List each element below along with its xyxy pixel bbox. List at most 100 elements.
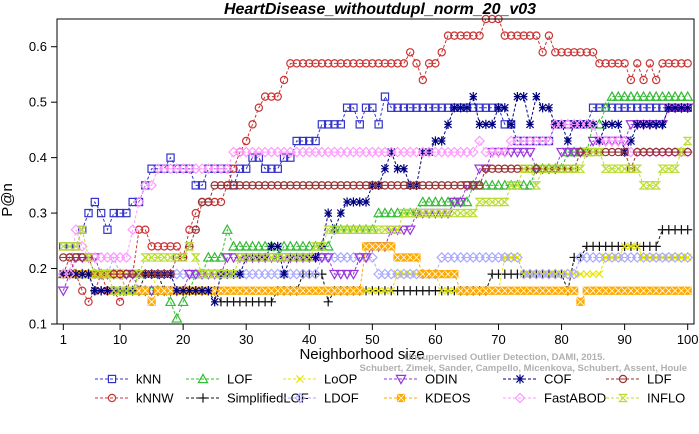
- legend-entry-ldf: LDF: [606, 372, 672, 387]
- watermark: Schubert, Zimek, Sander, Campello, Micen…: [360, 352, 688, 374]
- point-knn-34: [267, 164, 276, 173]
- point-knnw-19: [172, 242, 182, 251]
- point-odin-47: [347, 269, 360, 280]
- point-cof-55: [399, 164, 408, 174]
- legend-entry-lof: LOF: [186, 372, 252, 387]
- point-fastabod-13: [133, 196, 145, 208]
- point-odin-56: [404, 225, 416, 236]
- point-knn-40: [305, 136, 314, 146]
- point-lof-96: [656, 90, 669, 101]
- point-odin-21: [183, 269, 196, 280]
- point-knnw-14: [141, 225, 150, 234]
- y-tick-label-0.6: 0.6: [29, 39, 47, 54]
- point-inflo-68: [480, 197, 491, 207]
- point-inflo-5: [83, 253, 94, 262]
- point-inflo-77: [537, 164, 548, 173]
- point-cof-65: [462, 103, 471, 113]
- point-knnw-51: [374, 59, 383, 68]
- point-knn-56: [405, 103, 415, 112]
- point-knnw-50: [368, 59, 377, 68]
- point-fastabod-27: [221, 163, 233, 175]
- point-knn-55: [399, 103, 409, 112]
- legend-marker-loop: [295, 374, 305, 384]
- point-knn-27: [223, 164, 232, 173]
- point-knn-93: [639, 103, 648, 112]
- point-odin-64: [455, 197, 467, 208]
- y-tick-label-0.4: 0.4: [29, 150, 47, 165]
- legend-marker-knnw: [107, 393, 117, 403]
- legend-entry-ldof: LDOF: [283, 391, 359, 406]
- legend-entry-odin: ODIN: [384, 372, 458, 387]
- point-lof-87: [600, 101, 612, 112]
- point-inflo-31: [247, 253, 258, 262]
- point-inflo-75: [524, 164, 536, 173]
- point-inflo-61: [436, 208, 447, 218]
- point-cof-73: [513, 92, 522, 102]
- x-tick-label-1: 1: [60, 332, 67, 347]
- point-cof-23: [198, 286, 207, 296]
- x-tick-label-90: 90: [617, 332, 631, 347]
- point-ldof-100: [682, 252, 694, 263]
- point-odin-28: [227, 253, 240, 264]
- point-lof-33: [259, 240, 271, 251]
- legend-entry-simplifiedlof: SimplifiedLOF: [186, 391, 309, 406]
- point-odin-49: [360, 253, 372, 264]
- point-simplifiedlof-95: [651, 241, 661, 251]
- point-inflo-57: [411, 208, 422, 218]
- x-tick-label-70: 70: [491, 332, 505, 347]
- point-knnw-93: [639, 75, 648, 85]
- legend: kNN kNNW LOF SimplifiedLOF LoOP LDOF ODIN KDEOS…: [95, 372, 685, 406]
- point-lof-89: [612, 90, 624, 101]
- point-cof-8: [103, 286, 112, 296]
- point-lof-26: [215, 251, 227, 262]
- point-cof-21: [185, 286, 194, 296]
- legend-label-knn: kNN: [136, 372, 161, 387]
- point-knn-61: [437, 103, 446, 112]
- point-knn-47: [349, 103, 358, 112]
- point-inflo-87: [600, 164, 611, 173]
- point-knnw-94: [645, 59, 655, 68]
- point-knnw-44: [330, 59, 339, 68]
- point-fastabod-12: [127, 224, 139, 236]
- series-line-ldof: [63, 256, 688, 275]
- point-knnw-92: [633, 59, 642, 68]
- point-knn-57: [412, 103, 421, 112]
- point-inflo-48: [354, 225, 365, 234]
- point-inflo-40: [304, 253, 315, 262]
- point-knnw-66: [469, 31, 478, 40]
- point-lof-18: [164, 295, 177, 307]
- point-inflo-4: [77, 225, 88, 234]
- point-lof-94: [644, 90, 656, 101]
- point-knnw-71: [500, 31, 509, 40]
- point-simplifiedlof-100: [683, 225, 693, 235]
- point-knn-49: [361, 103, 371, 112]
- point-knnw-52: [380, 59, 390, 68]
- point-lof-59: [423, 196, 435, 207]
- point-knnw-78: [544, 31, 554, 40]
- point-knnw-26: [216, 197, 226, 207]
- point-knn-91: [626, 103, 636, 112]
- point-cof-100: [683, 103, 692, 113]
- point-knnw-36: [279, 75, 289, 85]
- point-cof-81: [563, 136, 572, 146]
- point-knnw-58: [418, 75, 428, 85]
- point-lof-29: [234, 240, 246, 251]
- point-lof-25: [209, 251, 221, 262]
- point-knnw-38: [292, 59, 301, 68]
- point-inflo-12: [127, 286, 138, 295]
- point-inflo-11: [121, 286, 132, 295]
- point-lof-27: [221, 223, 233, 234]
- point-inflo-16: [152, 253, 163, 262]
- point-cof-5: [84, 269, 93, 279]
- point-knn-60: [431, 103, 440, 112]
- point-lof-60: [429, 196, 442, 207]
- point-fastabod-66: [467, 146, 479, 158]
- point-cof-62: [444, 119, 453, 129]
- point-knnw-60: [431, 59, 440, 68]
- x-tick-label-60: 60: [428, 332, 442, 347]
- point-inflo-46: [342, 225, 353, 234]
- point-inflo-78: [543, 164, 554, 173]
- point-lof-51: [373, 207, 385, 218]
- plot-frame: [56, 18, 695, 325]
- legend-entry-loop: LoOP: [283, 372, 357, 387]
